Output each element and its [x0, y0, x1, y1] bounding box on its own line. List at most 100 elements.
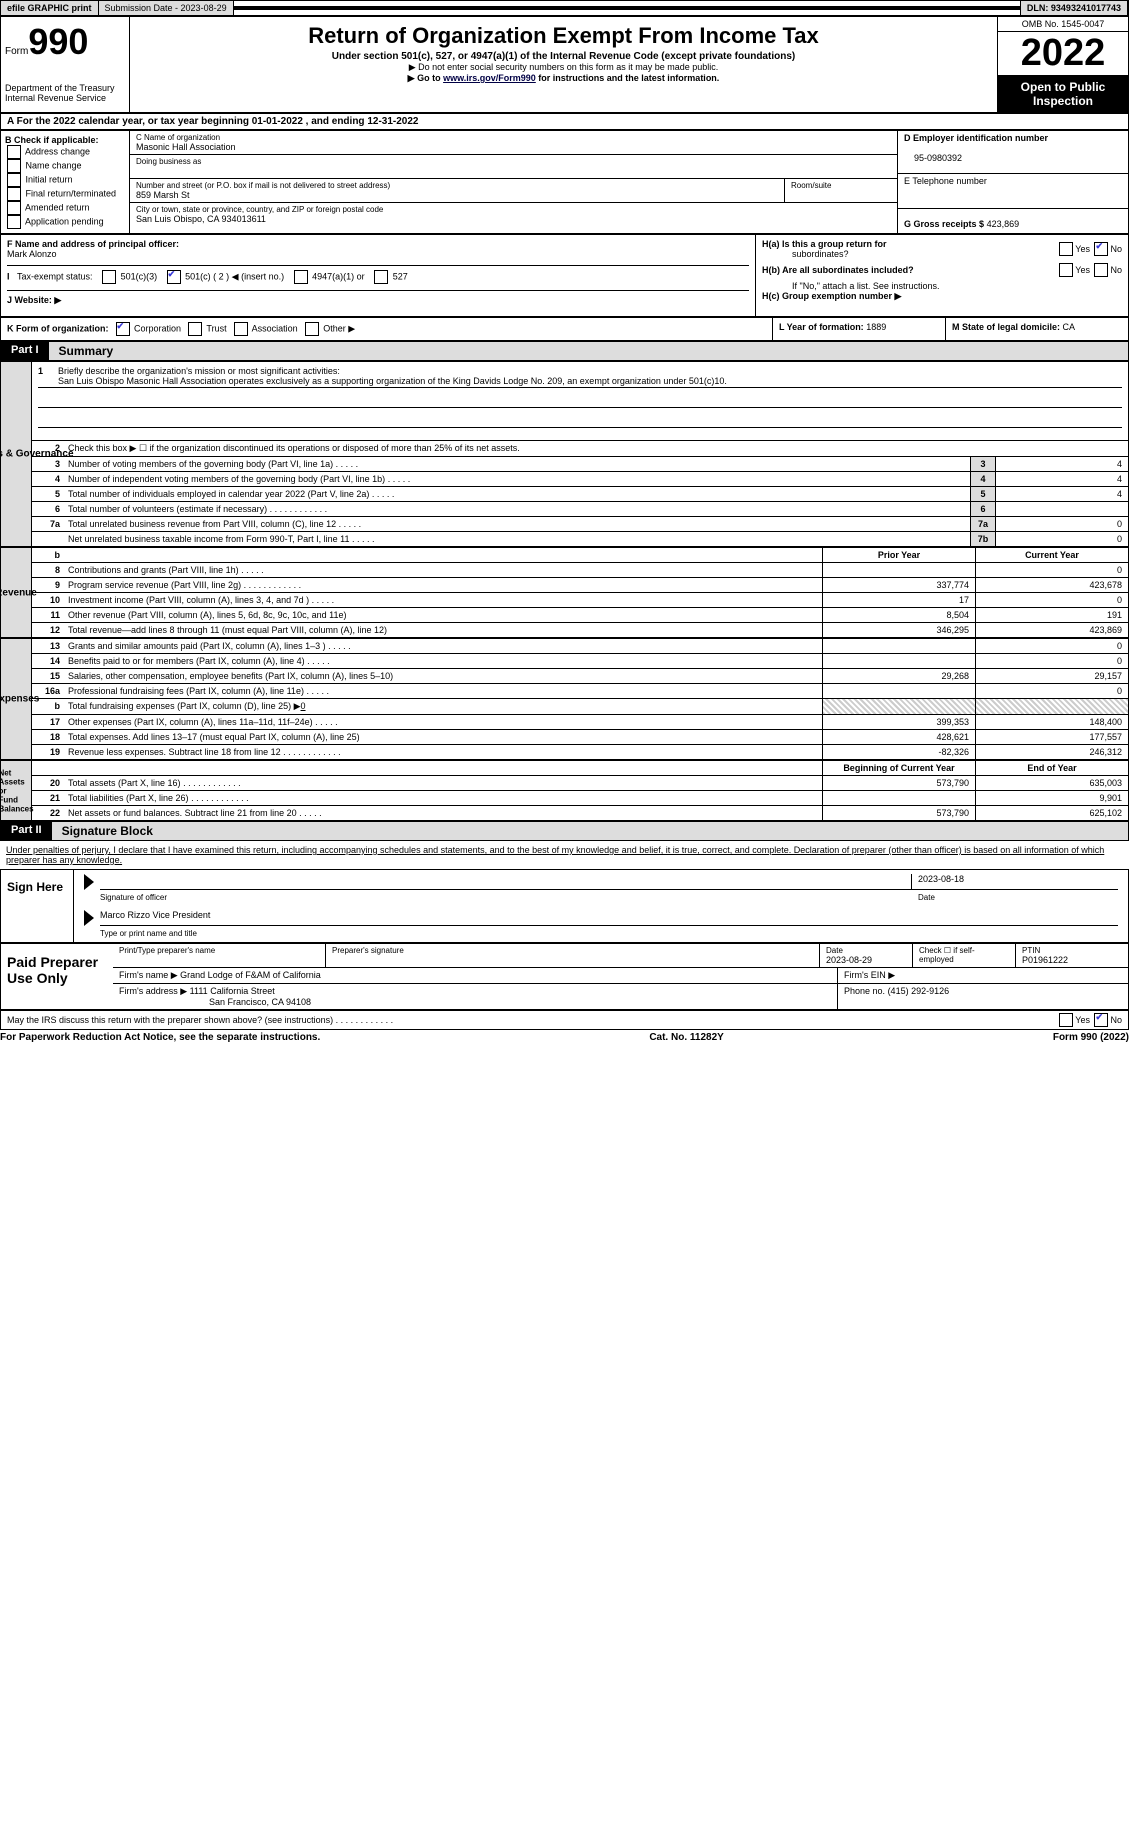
sign-here-body: 2023-08-18 Signature of officer Date Mar… — [74, 870, 1128, 942]
submission-date: Submission Date - 2023-08-29 — [99, 1, 234, 15]
preparer-label: Paid Preparer Use Only — [1, 944, 113, 1009]
phone: (415) 292-9126 — [888, 986, 950, 996]
ein-cell: D Employer identification number 95-0980… — [898, 131, 1128, 174]
ha-row: H(a) Is this a group return forsubordina… — [762, 239, 1122, 259]
sig-date: 2023-08-18 — [911, 874, 1118, 890]
row-17: 17Other expenses (Part IX, column (A), l… — [32, 715, 1128, 730]
row-2: 2Check this box ▶ ☐ if the organization … — [32, 441, 1128, 457]
irs-link[interactable]: www.irs.gov/Form990 — [443, 73, 536, 83]
efile-label: efile GRAPHIC print — [1, 1, 99, 15]
net-hdr: Beginning of Current YearEnd of Year — [32, 761, 1128, 776]
summary-act: Activities & Governance 1Briefly describ… — [0, 361, 1129, 547]
spacer — [234, 6, 1020, 10]
part1-header: Part I Summary — [0, 341, 1129, 361]
part1-tab: Part I — [1, 342, 49, 360]
prep-row-3: Firm's address ▶ 1111 California StreetS… — [113, 984, 1128, 1009]
officer-name: Mark Alonzo — [7, 249, 57, 259]
fh-right: H(a) Is this a group return forsubordina… — [756, 235, 1128, 316]
ptin: P01961222 — [1022, 955, 1068, 965]
b-opt-address: Address change — [5, 145, 125, 159]
paperwork-notice: For Paperwork Reduction Act Notice, see … — [0, 1032, 320, 1043]
sign-here-section: Sign Here 2023-08-18 Signature of office… — [0, 869, 1129, 943]
row-11: 11Other revenue (Part VIII, column (A), … — [32, 608, 1128, 623]
b-opt-initial: Initial return — [5, 173, 125, 187]
firm-addr1: 1111 California Street — [190, 986, 275, 996]
rev-hdr: bPrior YearCurrent Year — [32, 548, 1128, 563]
hc-row: H(c) Group exemption number ▶ — [762, 291, 1122, 302]
summary-rev: Revenue bPrior YearCurrent Year 8Contrib… — [0, 547, 1129, 638]
form-header: Form990 Department of the Treasury Inter… — [0, 16, 1129, 113]
tel-cell: E Telephone number — [898, 174, 1128, 209]
row-13: 13Grants and similar amounts paid (Part … — [32, 639, 1128, 654]
arrow-icon — [84, 874, 94, 890]
mission-text: San Luis Obispo Masonic Hall Association… — [38, 376, 1122, 388]
omb-number: OMB No. 1545-0047 — [998, 17, 1128, 32]
f-officer: F Name and address of principal officer:… — [7, 239, 749, 259]
row-9: 9Program service revenue (Part VIII, lin… — [32, 578, 1128, 593]
vlabel-act: Activities & Governance — [1, 362, 32, 546]
sign-here-label: Sign Here — [1, 870, 74, 942]
row-3: 3Number of voting members of the governi… — [32, 457, 1128, 472]
prep-row-1: Print/Type preparer's name Preparer's si… — [113, 944, 1128, 968]
row-12: 12Total revenue—add lines 8 through 11 (… — [32, 623, 1128, 637]
header-mid: Return of Organization Exempt From Incom… — [130, 17, 997, 112]
section-a: A For the 2022 calendar year, or tax yea… — [0, 113, 1129, 130]
firm-addr2: San Francisco, CA 94108 — [119, 997, 311, 1007]
ein: 95-0980392 — [904, 153, 962, 163]
col-b: B Check if applicable: Address change Na… — [1, 131, 130, 233]
row-20: 20Total assets (Part X, line 16)573,7906… — [32, 776, 1128, 791]
row-10: 10Investment income (Part VIII, column (… — [32, 593, 1128, 608]
col-d: D Employer identification number 95-0980… — [897, 131, 1128, 233]
discuss-row: May the IRS discuss this return with the… — [0, 1010, 1129, 1030]
tax-year: 2022 — [998, 32, 1128, 76]
note-link: ▶ Go to www.irs.gov/Form990 for instruct… — [138, 73, 989, 84]
k-cell: K Form of organization: Corporation Trus… — [1, 318, 773, 340]
form-subtitle: Under section 501(c), 527, or 4947(a)(1)… — [138, 51, 989, 62]
cat-no: Cat. No. 11282Y — [649, 1032, 723, 1043]
org-name: Masonic Hall Association — [136, 142, 891, 152]
header-right: OMB No. 1545-0047 2022 Open to Public In… — [997, 17, 1128, 112]
section-fh: F Name and address of principal officer:… — [0, 234, 1129, 317]
part2-title: Signature Block — [52, 822, 1128, 840]
tax-exempt-row: I Tax-exempt status: 501(c)(3) 501(c) ( … — [7, 265, 749, 284]
dba-cell: Doing business as — [130, 155, 897, 179]
form-prefix: Form — [5, 46, 28, 57]
penalties-text: Under penalties of perjury, I declare th… — [0, 841, 1129, 869]
vlabel-net: Net Assets or Fund Balances — [1, 761, 32, 820]
col-c: C Name of organization Masonic Hall Asso… — [130, 131, 897, 233]
open-inspection: Open to Public Inspection — [998, 76, 1128, 112]
summary-exp: Expenses 13Grants and similar amounts pa… — [0, 638, 1129, 760]
row-18: 18Total expenses. Add lines 13–17 (must … — [32, 730, 1128, 745]
row-16b: bTotal fundraising expenses (Part IX, co… — [32, 699, 1128, 715]
mission-box: 1Briefly describe the organization's mis… — [32, 362, 1128, 441]
klm-row: K Form of organization: Corporation Trus… — [0, 317, 1129, 341]
hb-row: H(b) Are all subordinates included? Yes … — [762, 263, 1122, 277]
firm-name: Grand Lodge of F&AM of California — [180, 970, 321, 980]
vlabel-exp: Expenses — [1, 639, 32, 759]
row-7a: 7aTotal unrelated business revenue from … — [32, 517, 1128, 532]
row-21: 21Total liabilities (Part X, line 26)9,9… — [32, 791, 1128, 806]
fh-left: F Name and address of principal officer:… — [1, 235, 756, 316]
form-number: 990 — [28, 21, 88, 62]
row-6: 6Total number of volunteers (estimate if… — [32, 502, 1128, 517]
row-16a: 16aProfessional fundraising fees (Part I… — [32, 684, 1128, 699]
b-opt-final: Final return/terminated — [5, 187, 125, 201]
form-ref: Form 990 (2022) — [1053, 1032, 1129, 1043]
addr: 859 Marsh St — [136, 190, 778, 200]
top-bar: efile GRAPHIC print Submission Date - 20… — [0, 0, 1129, 16]
row-14: 14Benefits paid to or for members (Part … — [32, 654, 1128, 669]
note-ssn: ▶ Do not enter social security numbers o… — [138, 62, 989, 73]
dln: DLN: 93493241017743 — [1020, 1, 1128, 15]
row-5: 5Total number of individuals employed in… — [32, 487, 1128, 502]
city: San Luis Obispo, CA 934013611 — [136, 214, 891, 224]
b-opt-amended: Amended return — [5, 201, 125, 215]
b-opt-pending: Application pending — [5, 215, 125, 229]
room-cell: Room/suite — [785, 179, 897, 202]
row-22: 22Net assets or fund balances. Subtract … — [32, 806, 1128, 820]
prep-row-2: Firm's name ▶ Grand Lodge of F&AM of Cal… — [113, 968, 1128, 984]
page-footer: For Paperwork Reduction Act Notice, see … — [0, 1030, 1129, 1045]
part1-title: Summary — [49, 342, 1128, 360]
part2-header: Part II Signature Block — [0, 821, 1129, 841]
addr-cell: Number and street (or P.O. box if mail i… — [130, 179, 785, 202]
website-row: J Website: ▶ — [7, 290, 749, 306]
